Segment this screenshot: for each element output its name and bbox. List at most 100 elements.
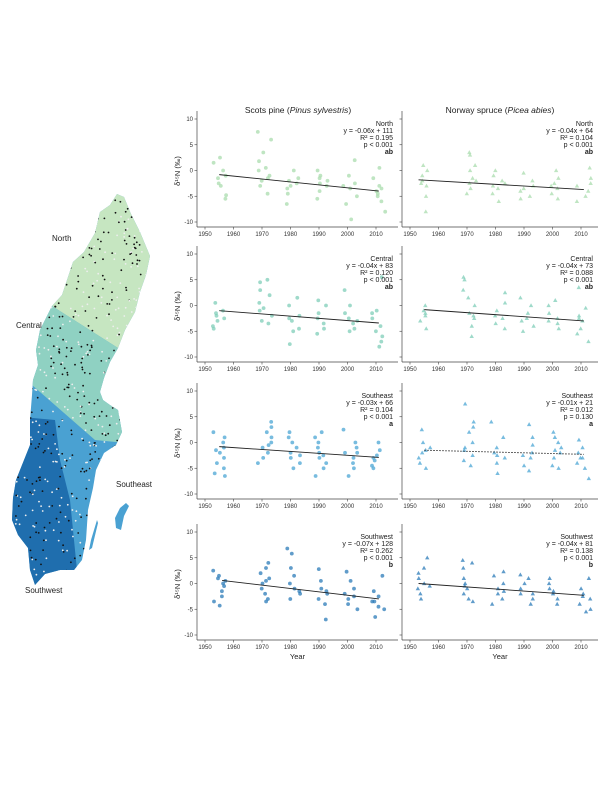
map-site-dot [69,307,72,310]
map-site-dot [138,212,141,215]
map-site-dot [24,224,27,227]
annotation-equation: y = -0.06x + 111 [343,128,393,135]
data-point [316,311,321,316]
map-site-dot [135,494,138,496]
map-site-dot [24,337,27,340]
map-site-dot [97,489,100,492]
map-site-dot [26,274,29,276]
map-site-dot [77,246,80,249]
map-site-dot [21,199,23,202]
data-point [423,310,428,315]
map-site-dot [98,512,101,514]
map-site-dot [74,310,77,312]
map-site-dot [109,281,112,284]
map-site-dot [79,513,81,516]
map-site-dot [25,438,28,441]
map-site-dot [59,475,61,478]
map-site-dot [111,299,113,301]
map-site-dot [116,501,118,503]
map-site-dot [98,512,101,514]
map-site-dot [121,470,124,473]
regression-line [424,309,584,322]
map-site-dot [21,233,24,236]
map-site-dot [130,418,133,421]
map-site-dot [94,417,97,420]
map-site-dot [40,197,43,200]
map-site-dot [16,424,19,426]
map-site-dot [55,261,58,263]
map-site-dot [17,545,20,548]
map-site-dot [150,234,152,236]
map-site-dot [136,517,139,520]
map-site-dot [60,496,63,499]
map-site-dot [148,323,150,326]
map-site-dot [70,209,73,212]
map-site-dot [90,201,93,204]
data-point [467,152,473,157]
map-site-dot [133,445,136,448]
map-site-dot [116,334,119,337]
data-point [588,175,594,180]
map-site-dot [142,415,145,418]
map-site-dot [135,299,138,302]
map-site-dot [131,339,134,341]
data-point [490,191,495,196]
data-point [518,572,523,577]
data-point [255,130,260,134]
data-point [284,202,289,206]
data-point [460,558,465,562]
map-site-dot [107,556,110,558]
x-tick-label: 2010 [574,232,588,238]
map-site-dot [132,247,135,250]
map-site-dot [81,305,84,308]
x-tick-label: 2000 [341,645,355,651]
y-tick-label: 5 [190,143,194,149]
map-site-dot [80,516,82,518]
map-site-dot [118,221,120,224]
map-site-dot [119,282,122,284]
map-site-dot [70,350,72,352]
map-site-dot [105,415,108,417]
map-site-dot [88,296,90,299]
y-tick-label: 0 [190,304,194,310]
data-point [325,178,330,183]
map-site-dot [85,461,87,464]
map-site-dot [22,374,25,376]
map-site-dot [132,568,135,571]
data-point [216,181,221,186]
map-site-dot [88,253,91,256]
data-point [344,569,349,574]
map-site-dot [143,525,146,528]
map-site-dot [89,557,91,559]
map-site-dot [35,522,38,524]
data-point [587,596,593,601]
map-site-dot [50,282,52,284]
data-point [321,453,326,458]
annotation-p-value: p < 0.001 [364,277,393,284]
map-label-southwest: Southwest [25,586,63,595]
map-site-dot [53,194,56,195]
map-site-dot [120,215,122,218]
data-point [370,599,375,604]
map-site-dot [135,345,138,348]
x-tick-label: 1980 [489,232,503,238]
map-site-dot [87,354,89,356]
data-point [583,305,588,310]
data-point [371,466,376,471]
map-site-dot [102,384,105,387]
map-site-dot [65,283,68,286]
data-point [257,159,261,164]
map-site-dot [108,523,110,525]
map-site-dot [38,236,40,239]
map-site-dot [9,347,11,349]
map-site-dot [47,447,50,450]
data-point [287,430,292,435]
map-site-dot [20,500,23,503]
data-point [291,329,296,334]
data-point [347,329,352,334]
annotation-equation: y = -0.07x + 128 [342,541,393,548]
data-point [374,308,379,313]
map-site-dot [18,523,21,526]
map-site-dot [49,335,52,337]
map-site-dot [131,386,134,389]
